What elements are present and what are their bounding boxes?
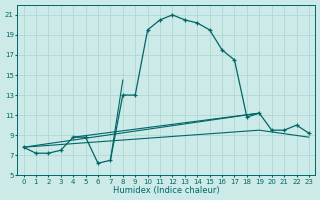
X-axis label: Humidex (Indice chaleur): Humidex (Indice chaleur): [113, 186, 220, 195]
